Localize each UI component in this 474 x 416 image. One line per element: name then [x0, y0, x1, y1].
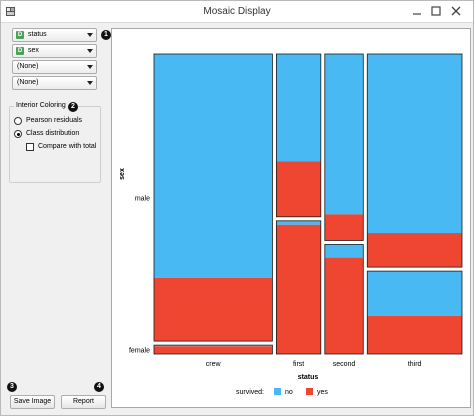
mosaic-cell-outline-crew-female [153, 344, 273, 355]
mosaic-cell-third-female-yes[interactable] [367, 315, 462, 354]
interior-coloring-title: Interior Coloring [14, 102, 68, 109]
variable-select-1-value: status [28, 31, 47, 38]
mosaic-cell-crew-female-no[interactable] [154, 345, 273, 347]
control-panel: D status 1 D sex (None) (None) Interior … [1, 23, 111, 415]
mosaic-cell-second-female-no[interactable] [324, 244, 364, 258]
mosaic-cell-second-male-no[interactable] [324, 54, 364, 215]
window-title: Mosaic Display [203, 6, 271, 17]
discrete-variable-icon: D [16, 31, 24, 39]
maximize-icon [431, 6, 441, 16]
mosaic-cell-crew-female-yes[interactable] [154, 346, 273, 354]
app-icon [6, 7, 15, 16]
mosaic-cell-outline-first-male [275, 53, 322, 218]
mosaic-cell-outline-second-male [324, 53, 364, 241]
chevron-down-icon [87, 81, 93, 85]
x-tick-label-crew: crew [206, 361, 222, 368]
maximize-button[interactable] [428, 3, 444, 19]
compare-with-total-checkbox[interactable] [26, 143, 34, 151]
callout-badge-2: 2 [68, 102, 78, 112]
mosaic-cell-third-male-no[interactable] [367, 54, 462, 234]
legend-swatch-no [274, 388, 281, 395]
discrete-variable-icon: D [16, 47, 24, 55]
chevron-down-icon [87, 33, 93, 37]
legend-label-no: no [285, 389, 293, 396]
legend-label-yes: yes [317, 389, 328, 396]
mosaic-cell-third-female-no[interactable] [367, 271, 462, 316]
title-bar: Mosaic Display [1, 1, 473, 23]
callout-badge-3: 3 [7, 382, 17, 392]
variable-select-1[interactable]: D status [12, 28, 97, 42]
close-icon [451, 6, 461, 16]
y-tick-label-female: female [129, 348, 150, 355]
mosaic-cell-second-male-yes[interactable] [324, 214, 364, 241]
x-tick-label-second: second [333, 361, 356, 368]
chevron-down-icon [87, 49, 93, 53]
minimize-icon [413, 13, 421, 15]
mosaic-cell-first-male-yes[interactable] [276, 161, 321, 217]
radio-selected-dot [16, 132, 20, 136]
y-tick-label-male: male [135, 196, 150, 203]
variable-select-2-value: sex [28, 47, 39, 54]
y-axis-title: sex [119, 168, 126, 180]
variable-select-2[interactable]: D sex [12, 44, 97, 58]
mosaic-cell-outline-third-female [366, 270, 463, 355]
mosaic-plot-area: crew first second third male female status sex s… [111, 28, 471, 408]
variable-select-4-value: (None) [17, 79, 39, 86]
report-button[interactable]: Report [61, 395, 106, 409]
variable-select-3[interactable]: (None) [12, 60, 97, 74]
save-image-button[interactable]: Save Image [10, 395, 55, 409]
legend-swatch-yes [306, 388, 313, 395]
mosaic-cell-crew-male-yes[interactable] [154, 277, 273, 342]
class-distribution-radio[interactable] [14, 130, 22, 138]
close-button[interactable] [448, 3, 464, 19]
x-tick-label-first: first [293, 361, 304, 368]
chevron-down-icon [87, 65, 93, 69]
callout-badge-4: 4 [94, 382, 104, 392]
x-axis-title: status [298, 374, 319, 381]
mosaic-cell-outline-second-female [324, 244, 364, 355]
legend-title: survived: [236, 389, 264, 396]
variable-select-3-value: (None) [17, 63, 39, 70]
variable-select-4[interactable]: (None) [12, 76, 97, 90]
mosaic-cell-first-male-no[interactable] [276, 54, 321, 162]
class-distribution-label[interactable]: Class distribution [26, 130, 80, 137]
mosaic-cell-crew-male-no[interactable] [154, 54, 273, 278]
mosaic-cell-second-female-yes[interactable] [324, 257, 364, 354]
mosaic-cell-first-female-no[interactable] [276, 220, 321, 225]
x-tick-label-third: third [408, 361, 422, 368]
compare-with-total-label[interactable]: Compare with total [38, 143, 97, 150]
mosaic-cell-third-male-yes[interactable] [367, 233, 462, 268]
callout-badge-1: 1 [101, 30, 111, 40]
minimize-button[interactable] [409, 3, 425, 19]
pearson-residuals-radio[interactable] [14, 117, 22, 125]
mosaic-cell-outline-crew-male [153, 53, 273, 342]
pearson-residuals-label[interactable]: Pearson residuals [26, 117, 83, 124]
mosaic-cell-outline-first-female [275, 220, 322, 355]
mosaic-cell-first-female-yes[interactable] [276, 224, 321, 354]
mosaic-cell-outline-third-male [366, 53, 463, 268]
mosaic-chart: crew first second third male female status sex s… [119, 53, 463, 396]
